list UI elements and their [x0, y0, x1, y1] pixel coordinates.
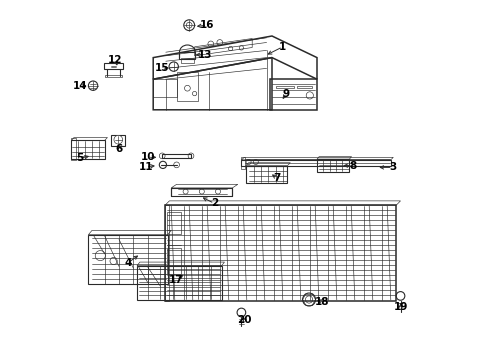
Text: 10: 10	[141, 152, 155, 162]
Circle shape	[114, 135, 122, 144]
Text: 5: 5	[76, 153, 83, 163]
Text: 4: 4	[124, 258, 132, 268]
Text: 15: 15	[155, 63, 170, 73]
Text: 20: 20	[237, 315, 251, 325]
Text: 3: 3	[389, 162, 396, 172]
Text: 9: 9	[283, 89, 290, 99]
Text: 7: 7	[274, 173, 281, 183]
Text: 17: 17	[169, 275, 184, 285]
Text: 2: 2	[211, 198, 218, 208]
Text: 6: 6	[115, 144, 122, 154]
Text: 12: 12	[108, 55, 122, 66]
Bar	[176, 72, 198, 101]
Text: 16: 16	[200, 20, 215, 30]
Circle shape	[186, 22, 192, 28]
Bar	[167, 212, 181, 234]
Text: 19: 19	[393, 302, 408, 312]
Text: 1: 1	[279, 42, 287, 52]
Text: 13: 13	[198, 50, 213, 60]
Text: 14: 14	[73, 81, 87, 91]
Text: 11: 11	[139, 162, 153, 172]
Bar	[167, 248, 181, 274]
Text: 18: 18	[315, 297, 330, 307]
Text: 8: 8	[349, 161, 357, 171]
